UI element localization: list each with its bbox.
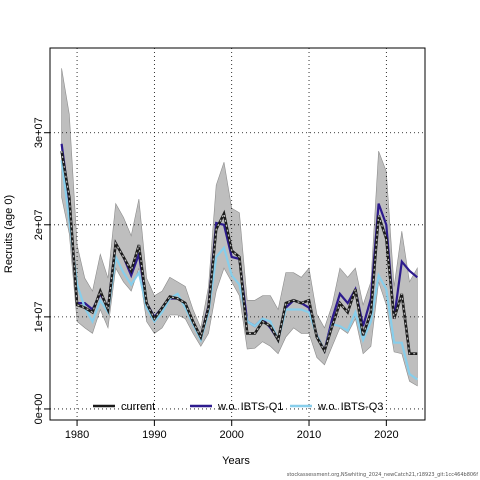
confidence-band [61, 68, 418, 387]
footer-caption: stockassessment.org,NSwhiting_2024_newCa… [286, 472, 478, 478]
confidence-band-layer [61, 68, 418, 387]
legend-label-w-o-ibts-q3: w.o. IBTS-Q3 [317, 401, 383, 413]
y-tick-label: 3e+07 [33, 117, 45, 148]
series-line-w-o-ibts-q3 [60, 160, 418, 381]
axis-layer: 1980 1990 2000 2010 2020 0e+00 1e+07 2e+07 3e+07 [33, 117, 399, 441]
x-axis-title: Years [222, 455, 250, 467]
x-tick-label: 1990 [142, 429, 166, 441]
plot-frame [49, 47, 426, 421]
x-tick-label: 2010 [297, 429, 321, 441]
legend-label-current: current [121, 401, 155, 413]
y-tick-label: 2e+07 [33, 209, 45, 240]
x-tick-label: 2020 [374, 429, 398, 441]
grid-layer [50, 48, 425, 420]
x-tick-label: 2000 [219, 429, 243, 441]
x-tick-label: 1980 [65, 429, 89, 441]
y-tick-label: 1e+07 [33, 301, 45, 332]
legend: current w.o. IBTS-Q1 w.o. IBTS-Q3 [93, 401, 383, 413]
y-axis-title: Recruits (age 0) [3, 195, 15, 273]
series-line-current-dash [61, 151, 418, 355]
legend-label-w-o-ibts-q1: w.o. IBTS-Q1 [217, 401, 283, 413]
y-tick-label: 0e+00 [33, 393, 45, 424]
series-layer [60, 143, 419, 381]
